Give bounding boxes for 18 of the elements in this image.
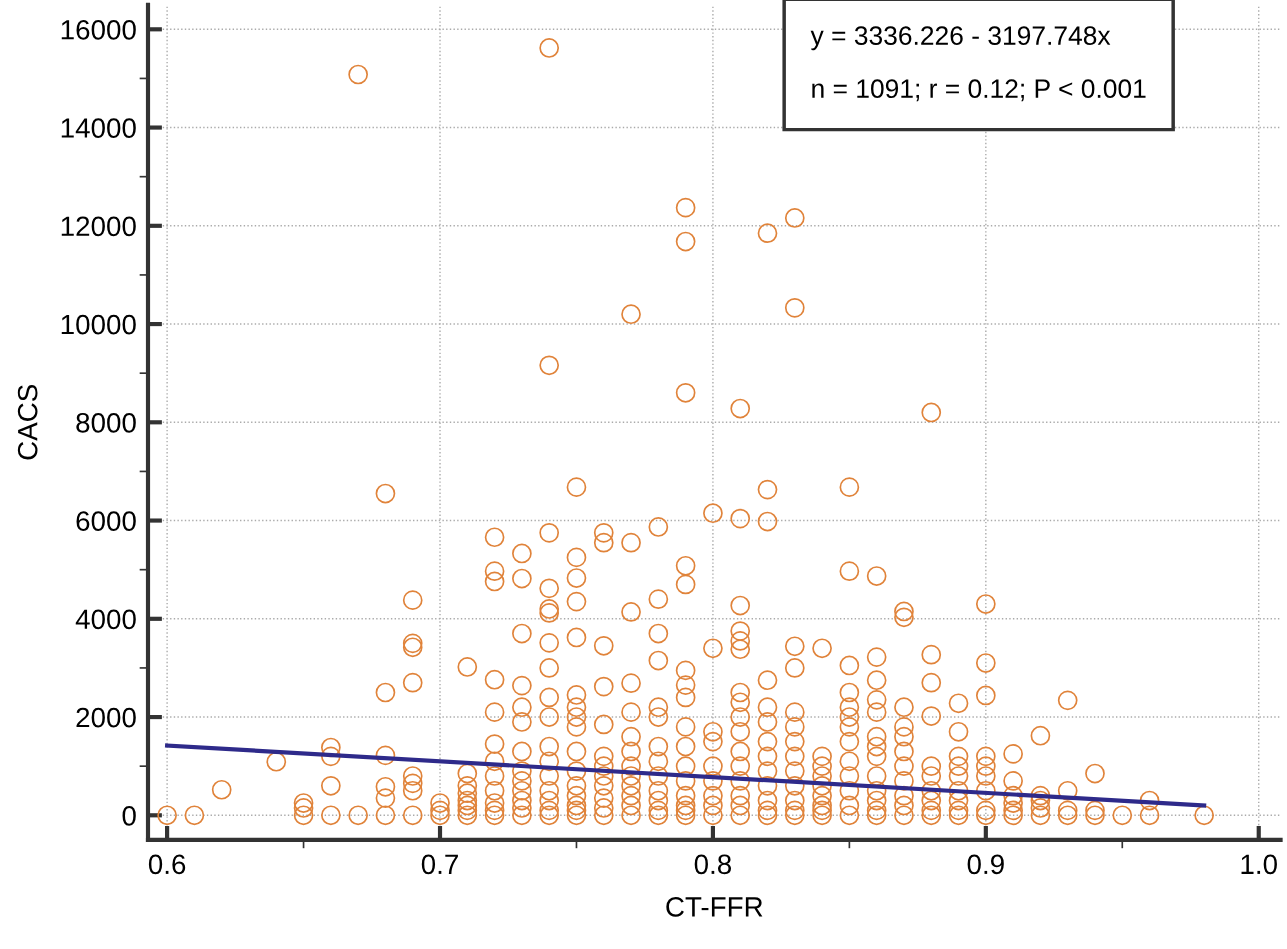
x-tick-label: 0.7 [421,854,458,875]
y-tick-label: 4000 [75,609,136,630]
y-axis-title: CACS [17,384,38,460]
annotation: n = 1091; r = 0.12; P < 0.001 [812,79,1146,102]
annotation: y = 3336.226 - 3197.748x [810,26,1111,51]
x-tick-label: 0.6 [148,854,186,875]
x-tick-label: 0.9 [967,854,1004,875]
x-tick-label: 1.0 [1241,854,1277,875]
y-tick-label: 16000 [61,19,136,40]
x-tick-label: 0.8 [694,854,732,875]
y-tick-label: 8000 [76,412,136,433]
y-tick-label: 0 [122,805,136,826]
x-axis-title: CT-FFR [666,897,763,917]
y-tick-label: 12000 [61,216,136,237]
y-tick-label: 6000 [76,511,136,531]
y-tick-label: 14000 [61,118,136,138]
y-tick-label: 2000 [76,707,136,728]
y-tick-label: 10000 [61,314,136,335]
